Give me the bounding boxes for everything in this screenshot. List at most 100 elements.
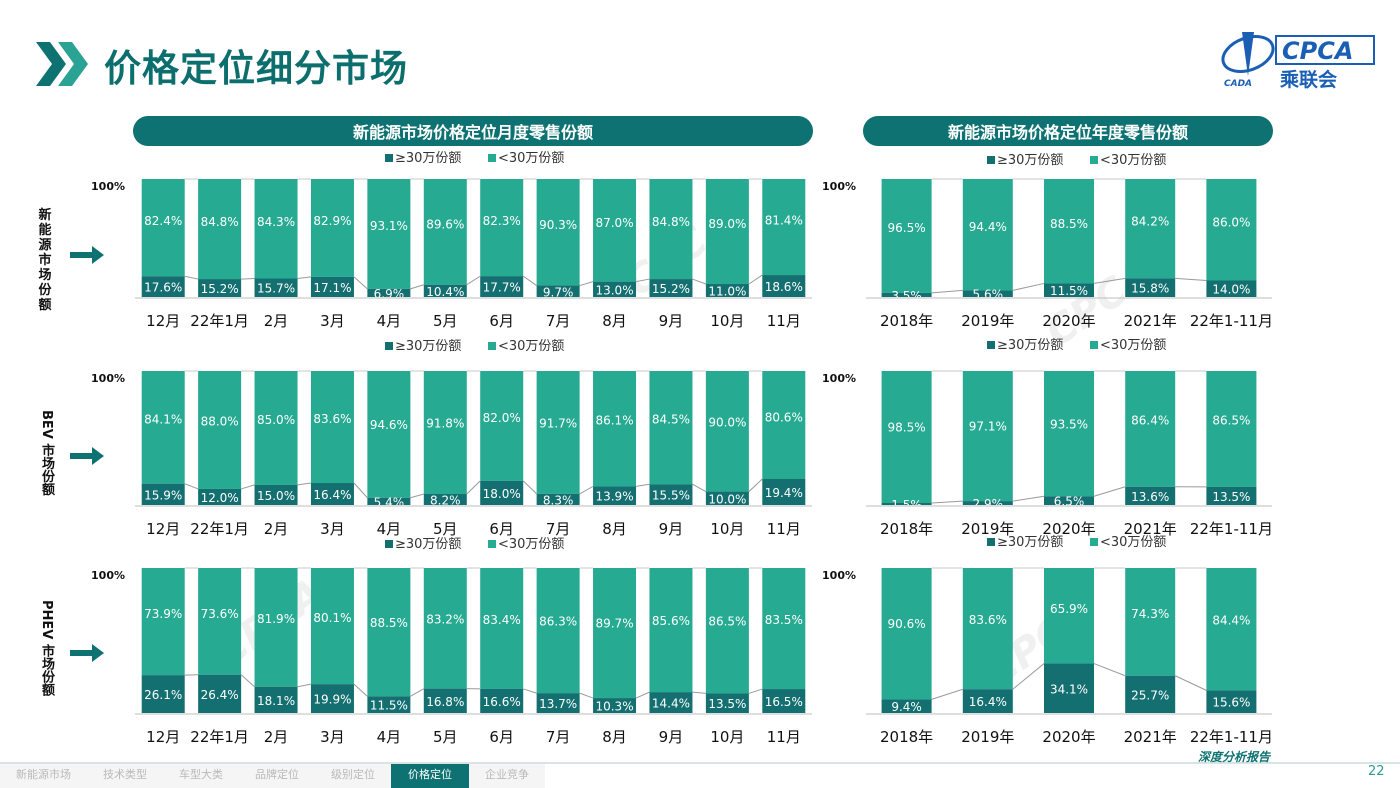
data-label-low: 84.5% <box>652 413 690 427</box>
data-label-low: 89.0% <box>708 217 746 231</box>
data-label-low: 85.0% <box>257 413 295 427</box>
data-label-low: 86.5% <box>1212 414 1250 428</box>
bar-low <box>962 371 1013 502</box>
bar-low <box>198 568 242 675</box>
data-label-low: 73.9% <box>144 607 182 621</box>
nav-tab-0[interactable]: 新能源市场 <box>0 764 87 788</box>
x-tick-label: 5月 <box>433 520 458 538</box>
x-tick-label: 2019年 <box>961 728 1014 746</box>
bar-high <box>1044 283 1094 297</box>
bar-high <box>254 484 298 505</box>
x-tick-label: 2018年 <box>880 312 933 330</box>
logo-subtext: 乘联会 <box>1279 68 1337 91</box>
series-connector <box>466 480 481 495</box>
bar-high <box>367 288 411 297</box>
series-connector <box>1012 495 1045 502</box>
bar-low <box>649 371 693 485</box>
data-label-low: 97.1% <box>969 420 1007 434</box>
x-tick-label: 11月 <box>767 312 801 330</box>
x-tick-label: 22年1-11月 <box>1190 728 1273 746</box>
x-tick-label: 2月 <box>264 728 289 746</box>
data-label-low: 93.5% <box>1050 418 1088 432</box>
series-connector <box>635 691 650 699</box>
data-label-high: 1.5% <box>891 498 922 512</box>
x-tick-label: 2020年 <box>1042 520 1095 538</box>
series-connector <box>184 275 199 280</box>
data-label-low: 82.9% <box>313 214 351 228</box>
bar-high <box>962 501 1013 505</box>
cpca-logo: CADA CPCA 乘联会 <box>1221 32 1375 91</box>
nav-tab-2[interactable]: 车型大类 <box>163 764 239 788</box>
x-tick-label: 12月 <box>146 312 180 330</box>
series-connector <box>523 688 537 694</box>
bar-low <box>649 179 693 280</box>
bar-high <box>1206 486 1257 505</box>
x-tick-label: 12月 <box>146 520 180 538</box>
nav-tab-3[interactable]: 品牌定位 <box>239 764 315 788</box>
x-tick-label: 10月 <box>710 728 744 746</box>
bar-high <box>962 689 1013 713</box>
legend-swatch-low <box>488 154 496 162</box>
x-tick-label: 2021年 <box>1124 312 1177 330</box>
data-label-low: 83.6% <box>969 613 1007 627</box>
arrow-right-icon <box>70 447 104 465</box>
nav-tab-4[interactable]: 级别定位 <box>315 764 391 788</box>
bar-low <box>962 179 1013 291</box>
data-label-low: 74.3% <box>1131 607 1169 621</box>
x-tick-label: 2018年 <box>880 520 933 538</box>
bar-low <box>593 371 637 487</box>
y-max-label: 100% <box>91 372 125 385</box>
nav-tab-1[interactable]: 技术类型 <box>87 764 163 788</box>
bar-high <box>198 674 242 713</box>
bar-low <box>367 371 411 498</box>
x-tick-label: 5月 <box>433 312 458 330</box>
data-label-high: 14.4% <box>652 697 690 711</box>
bar-high <box>198 488 242 505</box>
series-connector <box>692 483 707 493</box>
bar-high <box>593 486 637 505</box>
nav-tab-5[interactable]: 价格定位 <box>391 764 469 788</box>
data-label-high: 15.2% <box>201 282 239 296</box>
bar-high <box>1206 280 1257 297</box>
data-label-low: 84.3% <box>257 215 295 229</box>
legend-swatch-high <box>987 156 995 164</box>
bar-high <box>423 688 467 713</box>
series-connector <box>184 483 199 490</box>
x-tick-label: 11月 <box>767 520 801 538</box>
bar-low <box>198 371 242 489</box>
row-label-nev: 新能源市场份额 <box>38 208 52 313</box>
data-label-high: 13.5% <box>1212 490 1250 504</box>
bar-high <box>423 284 467 297</box>
data-label-low: 65.9% <box>1050 602 1088 616</box>
section-nav: 新能源市场 技术类型 车型大类 品牌定位 级别定位 价格定位 企业竞争 <box>0 764 545 788</box>
series-connector <box>692 691 706 694</box>
data-label-low: 90.6% <box>888 617 926 631</box>
data-label-high: 10.3% <box>595 700 633 714</box>
yearly-share-banner: 新能源市场价格定位年度零售份额 <box>863 116 1273 146</box>
series-connector <box>410 688 425 697</box>
data-label-high: 11.5% <box>370 699 408 713</box>
row-label-phev: PHEV 市场份额 <box>39 600 54 696</box>
bar-high <box>649 484 693 505</box>
data-label-high: 5.4% <box>374 495 405 509</box>
bar-high <box>762 275 806 297</box>
data-label-high: 16.6% <box>483 695 521 709</box>
bar-high <box>1206 690 1257 713</box>
bar-low <box>198 179 242 280</box>
bar-high <box>254 278 298 297</box>
data-label-high: 16.4% <box>313 488 351 502</box>
nav-tab-6[interactable]: 企业竞争 <box>469 764 545 788</box>
data-label-low: 87.0% <box>595 216 633 230</box>
x-tick-label: 12月 <box>146 728 180 746</box>
bar-low <box>1044 568 1094 664</box>
data-label-high: 9.4% <box>891 700 922 714</box>
bar-high <box>141 675 185 713</box>
x-tick-label: 2019年 <box>961 312 1014 330</box>
x-tick-label: 3月 <box>320 312 345 330</box>
bar-low <box>310 371 354 484</box>
data-label-high: 15.0% <box>257 489 295 503</box>
y-max-label: 100% <box>822 180 856 193</box>
bar-low <box>423 179 467 285</box>
data-label-high: 11.0% <box>708 285 746 299</box>
data-label-high: 15.2% <box>652 282 690 296</box>
